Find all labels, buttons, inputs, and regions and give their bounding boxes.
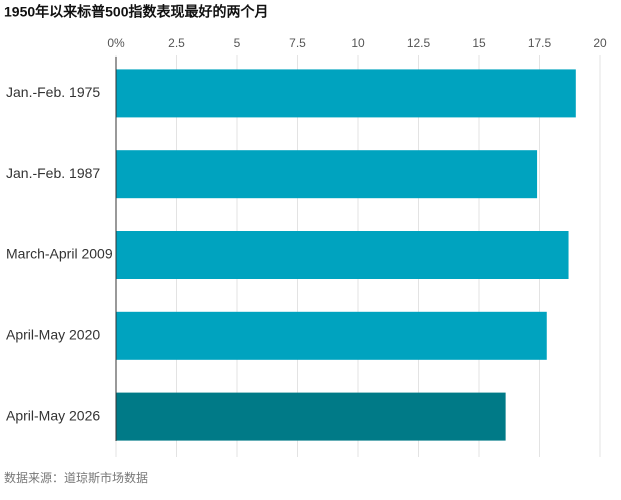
bar	[116, 231, 569, 279]
y-tick-label: Jan.-Feb. 1975	[6, 84, 100, 100]
x-tick-label: 7.5	[289, 36, 306, 50]
bar	[116, 69, 576, 118]
x-tick-label: 15	[472, 36, 486, 50]
chart-title: 1950年以来标普500指数表现最好的两个月	[4, 4, 269, 20]
bar	[116, 150, 538, 199]
y-tick-label: April-May 2020	[6, 327, 100, 343]
source-note: 数据来源：道琼斯市场数据	[4, 470, 148, 485]
x-tick-label: 5	[234, 36, 241, 50]
bar	[116, 392, 506, 441]
x-tick-label: 12.5	[407, 36, 431, 50]
bar	[116, 311, 547, 360]
y-tick-label: Jan.-Feb. 1987	[6, 165, 100, 181]
x-tick-label: 20	[593, 36, 607, 50]
y-tick-label: March-April 2009	[6, 246, 113, 262]
x-tick-label: 10	[351, 36, 365, 50]
y-tick-label: April-May 2026	[6, 407, 100, 423]
x-tick-label: 2.5	[168, 36, 185, 50]
x-tick-label: 0%	[107, 36, 125, 50]
x-tick-label: 17.5	[528, 36, 552, 50]
